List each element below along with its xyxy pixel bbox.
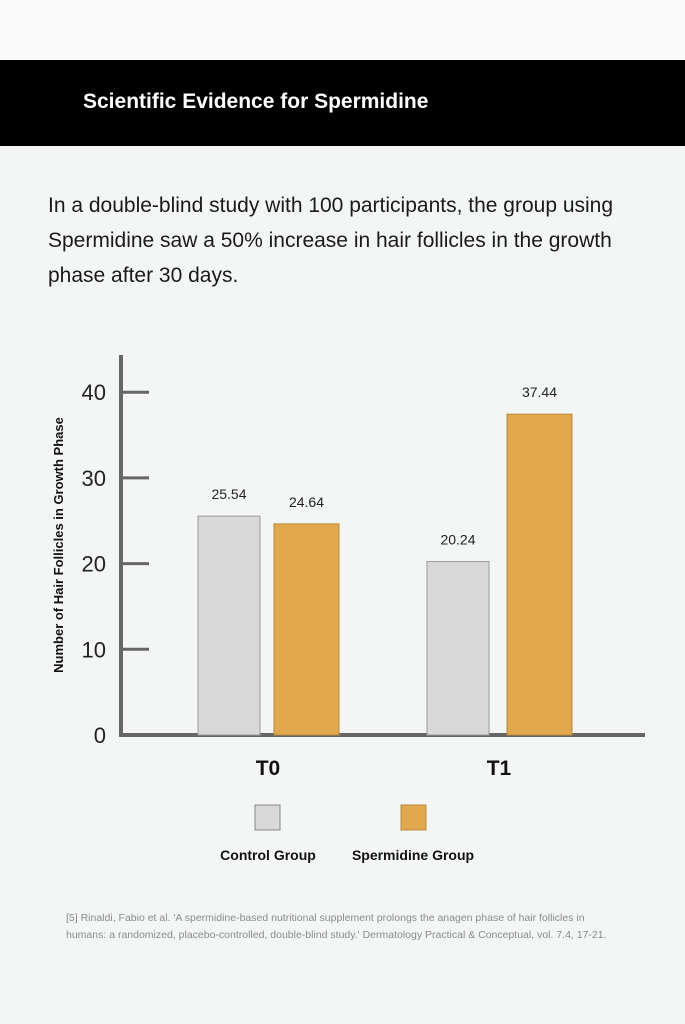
y-tick-label: 20 [82,552,106,577]
intro-text: In a double-blind study with 100 partici… [48,194,614,287]
y-tick-label: 10 [82,637,106,662]
top-band [0,0,685,60]
y-tick-label: 40 [82,380,106,405]
legend-label: Spermidine Group [352,847,474,863]
data-label: 24.64 [289,494,324,510]
bar-spermidine-group [506,413,573,736]
header-banner: Scientific Evidence for Spermidine [0,60,685,146]
data-label: 20.24 [440,532,475,548]
bar-chart: 0 10 20 30 40 Number of Hair Follicles in Gro… [51,355,645,863]
data-label: 37.44 [522,384,557,400]
bar-control-group [426,561,490,736]
y-tick-label: 30 [82,466,106,491]
x-tick-label: T1 [487,757,512,780]
data-label: 25.54 [211,486,246,502]
bar-spermidine-group [273,523,340,736]
reference-citation: [5] Rinaldi, Fabio et al. 'A spermidine-… [66,912,607,941]
bar-control-group [197,515,261,736]
page-title: Scientific Evidence for Spermidine [83,90,429,113]
y-tick-label: 0 [94,723,106,748]
y-axis-label: Number of Hair Follicles in Growth Phase [51,417,66,673]
x-tick-label: T0 [256,757,281,780]
legend-swatch [400,804,427,831]
legend-swatch [254,804,281,831]
legend-label: Control Group [220,847,316,863]
